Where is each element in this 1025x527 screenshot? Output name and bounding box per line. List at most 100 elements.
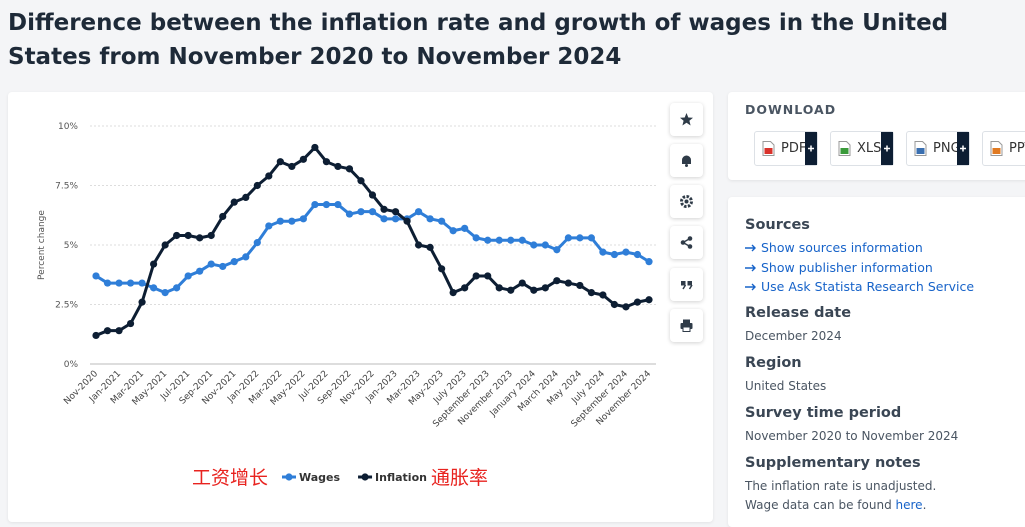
download-button[interactable]: PDF [754,131,818,166]
survey-text: November 2020 to November 2024 [745,429,959,443]
data-point [564,234,572,242]
sources-heading: Sources [745,217,810,233]
download-label[interactable]: PNG [933,141,961,156]
cite-button[interactable] [670,268,703,301]
data-point [311,200,319,209]
data-point [380,205,388,213]
data-point [564,279,572,287]
publisher-link[interactable]: Show publisher information [745,260,933,275]
settings-button[interactable] [670,185,703,218]
research-link[interactable]: Use Ask Statista Research Service [745,279,974,294]
share-button[interactable] [670,226,703,259]
alert-button[interactable] [670,144,703,177]
data-point [219,212,227,221]
data-point [438,265,446,273]
plus-strip[interactable] [805,132,817,165]
favorite-button[interactable] [670,103,703,136]
data-point [115,279,123,287]
data-point [265,222,273,230]
download-button[interactable]: PNG [906,131,970,166]
data-point [207,260,215,268]
data-point [622,248,630,256]
data-point [207,231,215,240]
file-icon [762,141,775,156]
link-text[interactable]: Show publisher information [761,260,933,275]
data-point [288,217,296,225]
data-point [484,272,492,280]
data-point [103,279,112,287]
data-point [472,272,480,280]
details-card [728,197,1025,527]
data-point [461,284,469,292]
data-point [334,162,342,171]
file-icon [838,141,851,156]
data-point [92,272,100,280]
data-point [530,286,538,294]
series-line [95,203,650,295]
data-point [368,208,377,216]
legend-label: Wages [299,471,340,484]
download-label[interactable]: PDF [781,141,807,156]
data-point [311,143,319,152]
data-point [345,165,354,173]
notes-link[interactable]: here [895,498,923,512]
y-tick-label: 7.5% [55,182,78,192]
data-point [403,217,411,225]
data-point [334,200,342,209]
data-point [357,208,365,216]
data-point [345,210,354,218]
y-tick-label: 10% [58,122,78,132]
annotation: 工资增长 [192,467,268,489]
download-heading: DOWNLOAD [745,102,837,117]
data-point [541,284,549,292]
chart-card [8,92,713,522]
y-tick-label: 0% [64,360,79,370]
link-text[interactable]: Use Ask Statista Research Service [761,279,975,294]
data-point [518,236,526,244]
page: Difference between the inflation rate an… [8,10,1025,527]
data-point [610,250,619,259]
notes-text: Wage data can be found here. [745,498,926,512]
data-point [242,253,250,261]
data-point [633,250,642,259]
data-point [576,234,584,242]
release-heading: Release date [745,305,852,321]
data-point [391,215,400,223]
plus-strip[interactable] [881,132,893,165]
data-point [553,246,561,254]
data-point [414,208,423,216]
file-icon [914,141,927,156]
data-point [449,227,457,235]
data-point [461,224,469,232]
download-label[interactable]: PPT [1009,141,1025,156]
data-point [230,198,238,206]
data-point [599,291,607,299]
data-point [115,327,123,335]
data-point [622,303,630,311]
data-point [587,234,595,242]
data-point [126,319,135,328]
y-tick-label: 5% [64,241,79,251]
data-point [553,277,561,285]
data-point [103,327,112,335]
source-link[interactable]: Show sources information [745,240,923,255]
y-axis-label: Percent change [37,210,47,280]
data-point [368,191,377,199]
download-button[interactable]: PPT [982,131,1025,166]
notes-heading: Supplementary notes [745,455,921,471]
data-point [414,241,423,249]
data-point [126,279,135,287]
plus-strip[interactable] [957,132,969,165]
data-point [184,272,192,280]
region-heading: Region [745,355,802,371]
download-label[interactable]: XLS [857,141,882,156]
link-text[interactable]: Show sources information [761,240,923,255]
download-button[interactable]: XLS [830,131,894,166]
data-point [449,289,457,297]
print-button[interactable] [670,309,703,342]
notes-text: The inflation rate is unadjusted. [745,479,937,493]
data-point [599,248,607,256]
data-point [495,236,503,244]
data-point [495,284,503,292]
page-title: Difference between the inflation rate an… [8,10,949,70]
